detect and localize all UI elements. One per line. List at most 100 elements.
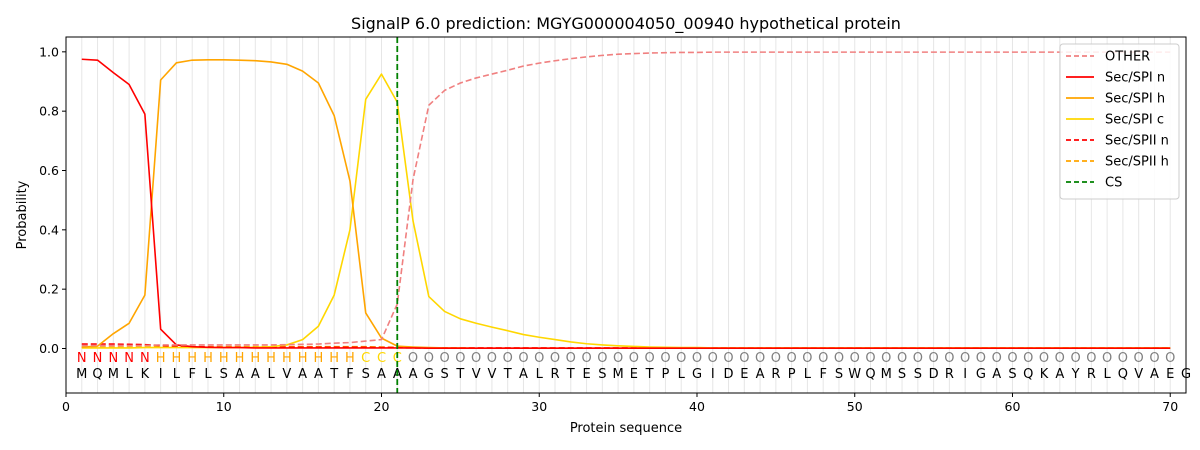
region-label: H: [266, 351, 276, 366]
residue-letter: A: [992, 367, 1001, 382]
plot-frame: [65, 36, 1187, 394]
region-label: O: [597, 351, 607, 366]
residue-letter: I: [159, 367, 163, 382]
x-tick-label: 20: [374, 399, 390, 414]
residue-letter: L: [678, 367, 686, 382]
series-line-sec-spi-n: [81, 58, 1171, 350]
residue-letter: E: [740, 367, 748, 382]
region-label: C: [361, 351, 370, 366]
x-tick-label: 60: [1005, 399, 1021, 414]
residue-letter: E: [1166, 367, 1174, 382]
legend-label: OTHER: [1105, 50, 1150, 65]
region-label: O: [913, 351, 923, 366]
legend-label: Sec/SPI n: [1105, 71, 1165, 86]
region-label: H: [282, 351, 292, 366]
residue-letter: T: [455, 367, 464, 382]
region-label: O: [1149, 351, 1159, 366]
region-label: O: [1055, 351, 1065, 366]
region-label: O: [613, 351, 623, 366]
region-label: H: [345, 351, 355, 366]
residue-letter: Q: [92, 367, 102, 382]
legend-label: Sec/SPII n: [1105, 134, 1169, 149]
region-label: O: [787, 351, 797, 366]
residue-letter: K: [1040, 367, 1049, 382]
x-axis: 0 10 20 30 40 50 60 70: [62, 393, 1178, 414]
residue-letter: S: [898, 367, 906, 382]
residue-letter: P: [662, 367, 670, 382]
region-label: O: [455, 351, 465, 366]
region-label: N: [124, 351, 134, 366]
y-tick-label: 0.8: [39, 104, 59, 119]
residue-letter: R: [1087, 367, 1096, 382]
residue-letter: L: [1104, 367, 1112, 382]
residue-letter: A: [519, 367, 528, 382]
residue-letter: V: [487, 367, 496, 382]
region-label: O: [881, 351, 891, 366]
residue-letter: Q: [1023, 367, 1033, 382]
x-tick-label: 10: [216, 399, 232, 414]
region-label: O: [818, 351, 828, 366]
residue-letter: R: [945, 367, 954, 382]
series-lines: [81, 37, 1171, 393]
region-label: O: [534, 351, 544, 366]
residue-letter: L: [804, 367, 812, 382]
region-label: O: [1102, 351, 1112, 366]
residue-letter: P: [788, 367, 796, 382]
residue-letter: A: [377, 367, 386, 382]
residue-labels: NMNQNMNLNKHIHLHFHLHSHAHAHLHVHAHAHTHFCSCA…: [76, 351, 1191, 382]
residue-letter: R: [550, 367, 559, 382]
region-label: O: [408, 351, 418, 366]
series-line-other: [81, 51, 1171, 347]
residue-letter: R: [771, 367, 780, 382]
residue-letter: S: [1008, 367, 1016, 382]
residue-letter: L: [536, 367, 544, 382]
region-label: O: [1134, 351, 1144, 366]
region-label: O: [1165, 351, 1175, 366]
residue-letter: D: [929, 367, 939, 382]
residue-letter: A: [1150, 367, 1159, 382]
region-label: O: [928, 351, 938, 366]
region-label: O: [487, 351, 497, 366]
region-label: O: [723, 351, 733, 366]
legend-label: CS: [1105, 176, 1122, 191]
residue-letter: A: [1055, 367, 1064, 382]
region-label: O: [581, 351, 591, 366]
residue-letter: A: [298, 367, 307, 382]
region-label: N: [93, 351, 103, 366]
region-label: H: [187, 351, 197, 366]
residue-letter: A: [251, 367, 260, 382]
residue-letter: S: [362, 367, 370, 382]
region-label: O: [566, 351, 576, 366]
region-label: O: [550, 351, 560, 366]
residue-letter: G: [976, 367, 986, 382]
y-tick-label: 0.2: [39, 282, 59, 297]
residue-letter: A: [409, 367, 418, 382]
region-label: O: [1039, 351, 1049, 366]
region-label: O: [645, 351, 655, 366]
region-label: O: [850, 351, 860, 366]
region-label: N: [140, 351, 150, 366]
region-label: O: [503, 351, 513, 366]
y-tick-label: 0.6: [39, 163, 59, 178]
region-label: O: [897, 351, 907, 366]
region-label: O: [1070, 351, 1080, 366]
residue-letter: F: [188, 367, 195, 382]
residue-letter: Q: [1118, 367, 1128, 382]
x-tick-label: 30: [531, 399, 547, 414]
region-label: O: [771, 351, 781, 366]
residue-letter: T: [566, 367, 575, 382]
residue-letter: F: [819, 367, 826, 382]
region-label: O: [1007, 351, 1017, 366]
region-label: O: [755, 351, 765, 366]
residue-letter: E: [630, 367, 638, 382]
region-label: O: [439, 351, 449, 366]
residue-letter: L: [267, 367, 275, 382]
residue-letter: S: [914, 367, 922, 382]
region-label: O: [708, 351, 718, 366]
residue-letter: T: [329, 367, 338, 382]
residue-grid: [81, 37, 1187, 393]
region-label: H: [235, 351, 245, 366]
region-label: H: [250, 351, 260, 366]
residue-letter: L: [173, 367, 181, 382]
y-axis: 0.0 0.2 0.4 0.6 0.8 1.0: [39, 44, 66, 356]
